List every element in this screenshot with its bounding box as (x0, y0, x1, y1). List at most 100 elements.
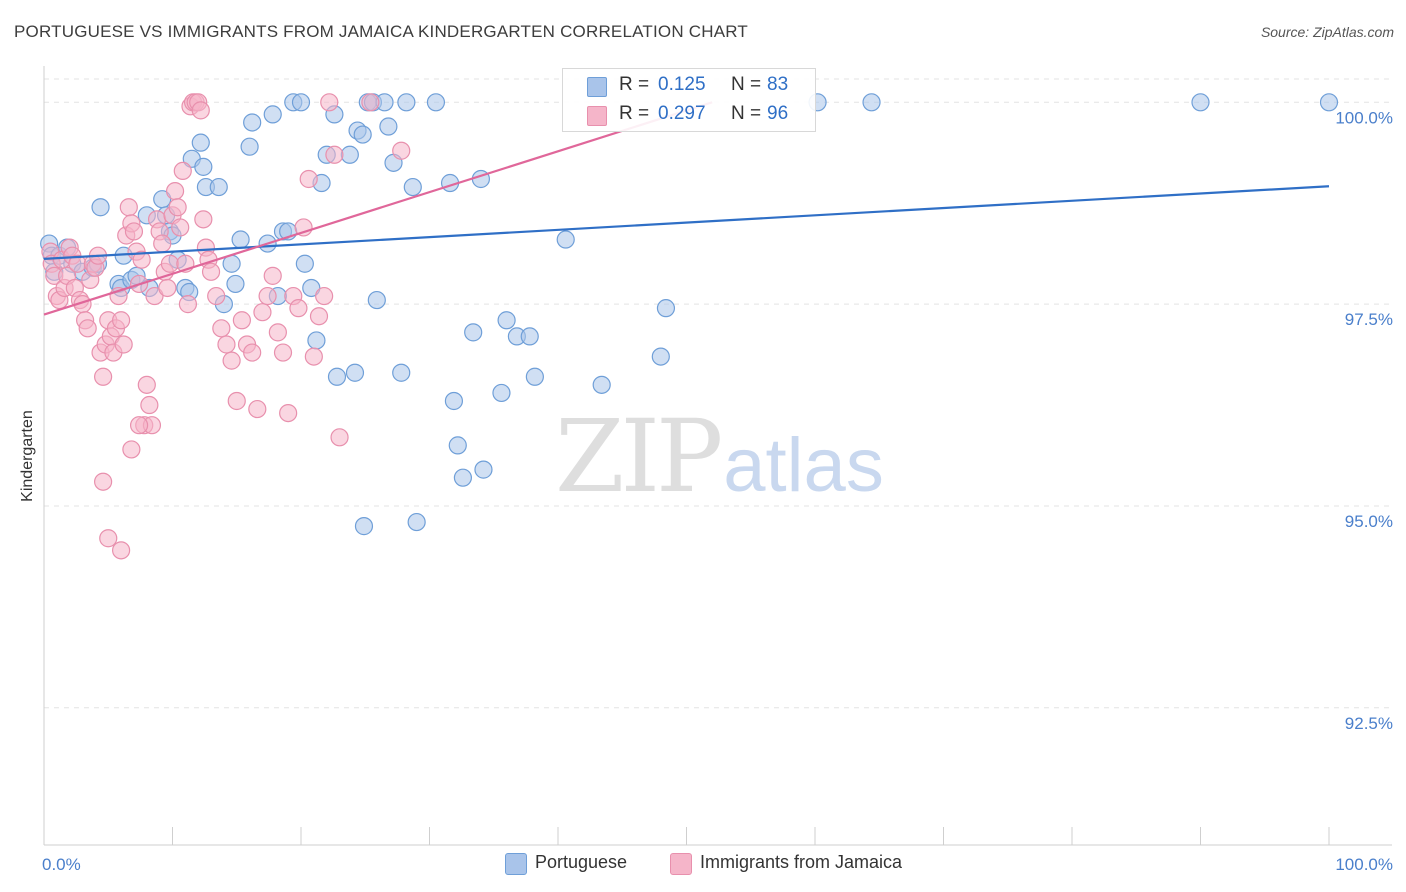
portuguese-point (91, 198, 110, 217)
jamaica-point (114, 335, 133, 354)
jamaica-point (315, 286, 334, 306)
jamaica-point (178, 295, 198, 314)
portuguese-point (209, 177, 228, 197)
portuguese-point (243, 113, 262, 132)
portuguese-point (263, 105, 282, 124)
portuguese-point (474, 460, 493, 479)
legend-swatch-jamaica (670, 853, 692, 875)
axis-layer (43, 66, 1392, 846)
jamaica-point (99, 529, 118, 548)
grid-layer (44, 78, 1392, 709)
legend-swatch-portuguese (505, 853, 527, 875)
jamaica-point (222, 351, 241, 370)
jamaica-point (168, 198, 187, 217)
x-tick-label: 0.0% (42, 855, 81, 874)
portuguese-point (354, 517, 374, 536)
portuguese-point (291, 93, 311, 112)
portuguese-point (656, 299, 676, 318)
jamaica-point (248, 399, 267, 419)
legend-r-value: 0.297 (658, 103, 706, 124)
jamaica-point (263, 266, 282, 285)
jamaica-point (243, 343, 262, 362)
y-tick-label: 95.0% (1345, 512, 1393, 531)
portuguese-point (191, 133, 210, 152)
jamaica-point (94, 367, 113, 386)
jamaica-point (289, 299, 308, 318)
jamaica-point (158, 278, 177, 298)
jamaica-point (330, 428, 349, 447)
y-tick-label: 92.5% (1345, 714, 1393, 733)
jamaica-point (207, 286, 226, 306)
legend-n-label: N = (731, 74, 762, 95)
portuguese-point (592, 375, 611, 394)
jamaica-point (122, 440, 141, 459)
portuguese-point (525, 367, 544, 386)
jamaica-point (304, 347, 323, 366)
jamaica-point (140, 395, 159, 415)
portuguese-point (231, 230, 250, 249)
portuguese-trendline (43, 185, 1330, 261)
trend-layer (43, 101, 1330, 316)
jamaica-point (153, 234, 172, 253)
series-legend: Portuguese Immigrants from Jamaica (0, 850, 1406, 880)
jamaica-point (232, 311, 251, 330)
portuguese-point (1319, 93, 1339, 112)
jamaica-point (217, 335, 236, 354)
jamaica-trendline (43, 101, 713, 316)
portuguese-point (862, 93, 881, 112)
jamaica-point (273, 343, 293, 362)
jamaica-point (137, 375, 156, 394)
chart-source: Source: ZipAtlas.com (1260, 24, 1394, 40)
jamaica-point (111, 541, 131, 560)
jamaica-point (145, 286, 164, 306)
legend-label-portuguese: Portuguese (535, 852, 628, 872)
jamaica-point (171, 218, 190, 237)
chart-title: PORTUGUESE VS IMMIGRANTS FROM JAMAICA KI… (14, 22, 748, 41)
tick-label-layer: 92.5% 95.0% 97.5% 100.0% 0.0% 100.0% (42, 108, 1393, 874)
portuguese-point (520, 327, 539, 346)
jamaica-point (227, 391, 246, 411)
portuguese-point (1191, 93, 1210, 112)
jamaica-point (253, 303, 272, 322)
jamaica-point (132, 250, 151, 269)
portuguese-point (240, 137, 259, 156)
legend-r-label: R = (619, 74, 650, 95)
legend-label-jamaica: Immigrants from Jamaica (700, 852, 903, 872)
portuguese-point (464, 323, 483, 342)
portuguese-point (392, 363, 411, 382)
portuguese-point (295, 254, 314, 273)
portuguese-point (426, 93, 446, 112)
jamaica-point (320, 93, 339, 112)
portuguese-point (379, 117, 398, 136)
portuguese-point (302, 278, 321, 298)
jamaica-point (191, 101, 210, 120)
portuguese-point (194, 157, 213, 176)
jamaica-point (165, 181, 185, 201)
legend-swatch-jamaica (587, 106, 607, 126)
jamaica-point (268, 323, 287, 342)
jamaica-point (279, 403, 298, 423)
jamaica-point (160, 254, 180, 273)
jamaica-point (325, 145, 344, 164)
x-tick-label: 100.0% (1335, 855, 1393, 874)
portuguese-point (307, 331, 326, 350)
legend-n-value: 96 (767, 103, 789, 124)
jamaica-point (111, 311, 131, 330)
stats-legend: R = 0.125 N = 83 R = 0.297 N = 96 (562, 68, 816, 132)
points-layer (40, 93, 1339, 560)
jamaica-point (94, 472, 113, 491)
portuguese-point (327, 367, 347, 386)
legend-row-portuguese: R = 0.125 N = 83 (563, 71, 815, 101)
legend-n-value: 83 (767, 74, 789, 95)
jamaica-point (258, 286, 277, 306)
portuguese-point (407, 512, 426, 532)
portuguese-point (444, 391, 464, 411)
jamaica-point (173, 161, 192, 181)
portuguese-point (497, 311, 516, 330)
portuguese-point (340, 145, 359, 164)
portuguese-point (651, 347, 670, 366)
legend-swatch-portuguese (587, 77, 607, 97)
y-tick-label: 100.0% (1335, 108, 1393, 127)
